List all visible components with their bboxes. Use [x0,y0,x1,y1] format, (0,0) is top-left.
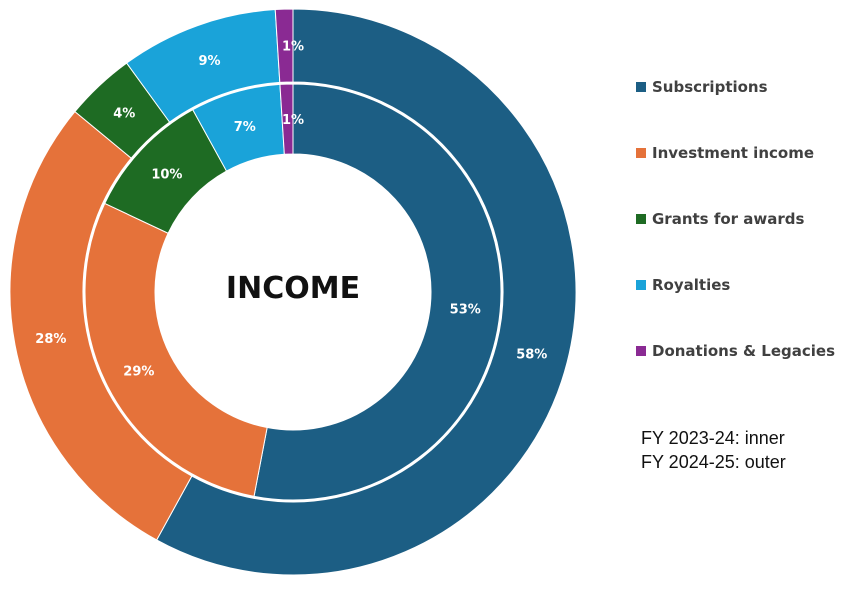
outer-slice-donations-legacies [274,8,294,83]
legend-label: Royalties [652,276,731,294]
inner-label-investment-income: 29% [123,365,154,380]
inner-slice-investment-income [84,202,268,497]
legend-swatch [636,346,646,356]
slice-labels: 53% 29% 10% 7% 1% 58% 28% 4% 9% 1% [35,40,547,380]
outer-label-donations-legacies: 1% [282,40,304,55]
outer-label-royalties: 9% [198,54,220,69]
legend-label: Subscriptions [652,78,768,96]
inner-label-donations-legacies: 1% [282,113,304,128]
inner-label-grants-for-awards: 10% [151,168,182,183]
inner-label-subscriptions: 53% [450,302,481,317]
legend-swatch [636,214,646,224]
legend-item-subscriptions: Subscriptions [636,78,768,96]
legend-item-donations-legacies: Donations & Legacies [636,342,835,360]
outer-label-grants-for-awards: 4% [113,106,135,121]
legend-swatch [636,82,646,92]
inner-slice-subscriptions [253,83,502,501]
outer-slice-subscriptions [155,8,577,576]
inner-ring-note: FY 2023-24: inner [641,428,785,448]
outer-label-subscriptions: 58% [516,347,547,362]
chart-title: INCOME [226,271,360,306]
outer-ring-note: FY 2024-25: outer [641,452,786,472]
legend-item-investment-income: Investment income [636,144,814,162]
inner-label-royalties: 7% [234,120,256,135]
legend-item-royalties: Royalties [636,276,730,294]
legend-label: Grants for awards [652,210,805,228]
outer-label-investment-income: 28% [35,332,66,347]
legend-swatch [636,280,646,290]
legend-label: Donations & Legacies [652,342,836,360]
outer-slice-investment-income [9,110,193,541]
donut-slices [9,8,577,576]
legend-swatch [636,148,646,158]
inner-slice-donations-legacies [279,83,294,155]
ring-note: FY 2023-24: inner FY 2024-25: outer [641,426,786,474]
legend-label: Investment income [652,144,815,162]
legend-item-grants-for-awards: Grants for awards [636,210,804,228]
